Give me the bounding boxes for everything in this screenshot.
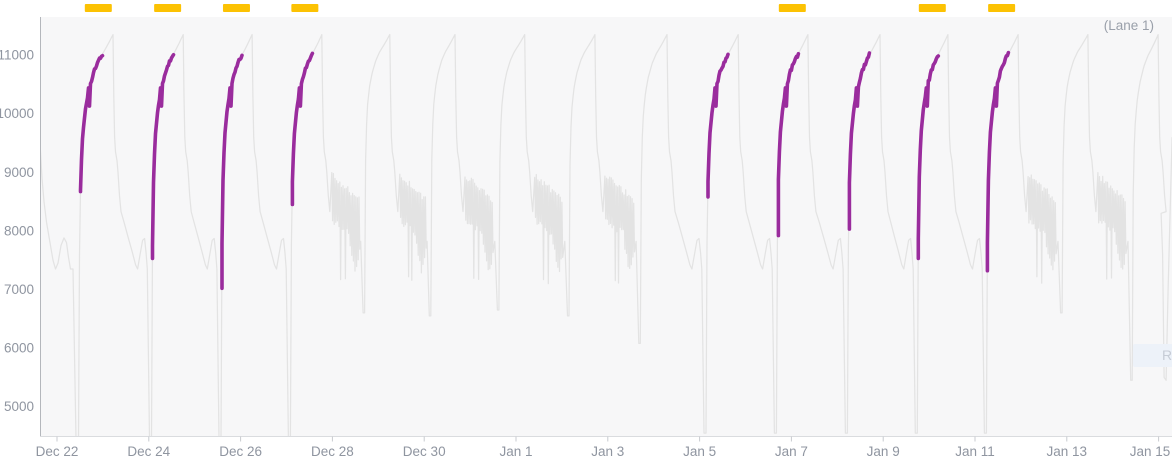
reset-zoom-button-label[interactable]: R: [1162, 347, 1172, 363]
top-marker-bars: [84, 4, 1016, 12]
y-tick-label: 6000: [4, 341, 34, 356]
reset-zoom-button[interactable]: R: [1133, 344, 1172, 367]
x-tick-label: Jan 5: [683, 444, 716, 459]
y-tick-label: 9000: [4, 165, 34, 180]
y-tick-label: 10000: [0, 106, 34, 121]
marker-bar[interactable]: [84, 4, 112, 12]
x-tick-label: Jan 7: [775, 444, 808, 459]
x-tick-label: Dec 24: [127, 444, 170, 459]
highlight-segment: [916, 54, 941, 261]
marker-bar[interactable]: [291, 4, 319, 12]
highlight-segment: [150, 53, 176, 261]
y-tick-label: 7000: [4, 282, 34, 297]
x-tick-label: Jan 13: [1047, 444, 1088, 459]
highlight-segment: [847, 51, 872, 231]
highlight-segment: [78, 53, 105, 194]
x-tick-label: Dec 22: [36, 444, 79, 459]
highlight-segment: [290, 51, 315, 207]
y-tick-label: 8000: [4, 223, 34, 238]
lane-label: (Lane 1): [1104, 18, 1154, 33]
x-tick-label: Jan 1: [499, 444, 532, 459]
trace-path: [40, 33, 1172, 436]
x-tick-label: Jan 15: [1130, 444, 1171, 459]
highlight-segment: [985, 50, 1011, 273]
trace-series: [40, 33, 1172, 436]
x-tick-label: Dec 30: [403, 444, 446, 459]
x-axis-ticks: Dec 22 Dec 24 Dec 26 Dec 28 Dec 30 Jan 1 Jan 3…: [36, 436, 1171, 459]
x-tick-label: Jan 11: [955, 444, 995, 459]
plot-area: [40, 17, 1172, 436]
marker-bar[interactable]: [154, 4, 182, 12]
x-tick-label: Dec 28: [311, 444, 354, 459]
highlight-segment: [776, 51, 801, 238]
y-tick-label: 11000: [0, 48, 34, 63]
highlight-series: [78, 50, 1011, 291]
y-axis-ticks: 5000 6000 7000 8000 9000 10000 11000: [0, 48, 34, 415]
marker-bar[interactable]: [918, 4, 946, 12]
marker-bar[interactable]: [222, 4, 250, 12]
x-tick-label: Jan 9: [867, 444, 900, 459]
x-tick-label: Dec 26: [219, 444, 262, 459]
y-tick-label: 5000: [4, 399, 34, 414]
marker-bar[interactable]: [988, 4, 1016, 12]
highlight-segment: [706, 52, 730, 199]
x-tick-label: Jan 3: [591, 444, 624, 459]
highlight-segment: [220, 53, 244, 291]
marker-bar[interactable]: [778, 4, 806, 12]
